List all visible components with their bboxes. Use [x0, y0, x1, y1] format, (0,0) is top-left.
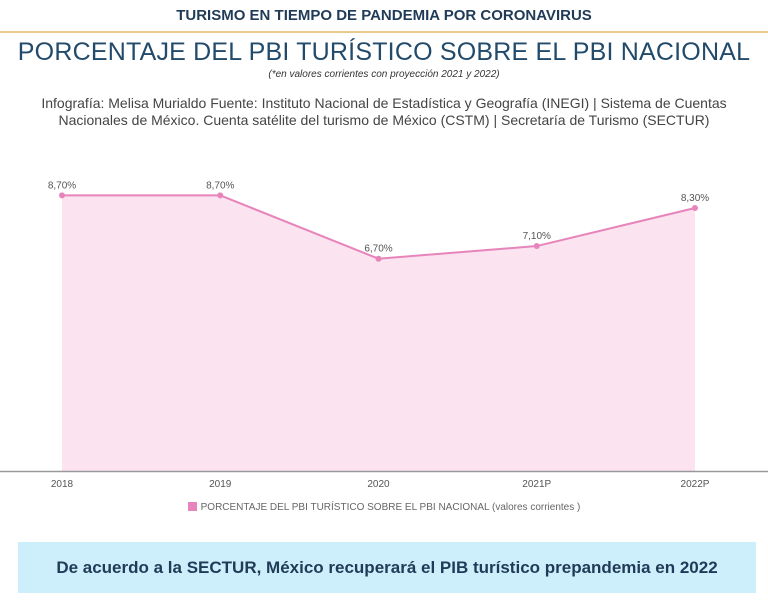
data-label: 8,30%: [681, 193, 709, 204]
data-label: 8,70%: [206, 180, 234, 191]
area-fill: [62, 195, 695, 472]
data-label: 7,10%: [523, 231, 551, 242]
x-tick-label: 2019: [209, 479, 232, 490]
chart-title: PORCENTAJE DEL PBI TURÍSTICO SOBRE EL PB…: [17, 38, 751, 66]
x-tick-label: 2018: [51, 479, 74, 490]
legend[interactable]: PORCENTAJE DEL PBI TURÍSTICO SOBRE EL PB…: [0, 501, 768, 513]
legend-label: PORCENTAJE DEL PBI TURÍSTICO SOBRE EL PB…: [200, 502, 581, 513]
data-point: [217, 192, 224, 199]
data-point: [533, 243, 540, 250]
chart-subtitle: (*en valores corrientes con proyección 2…: [268, 69, 500, 80]
data-point: [692, 205, 698, 212]
data-label: 8,70%: [48, 180, 76, 191]
credits-text: Infografía: Melisa Murialdo Fuente: Inst…: [41, 95, 727, 128]
banner-top: TURISMO EN TIEMPO DE PANDEMIA POR CORONA…: [0, 0, 768, 33]
data-point: [59, 192, 65, 199]
callout-banner: De acuerdo a la SECTUR, México recuperar…: [18, 542, 756, 593]
x-tick-label: 2020: [367, 479, 390, 490]
data-label: 6,70%: [364, 244, 392, 255]
data-point: [375, 255, 382, 262]
legend-swatch: [187, 501, 197, 511]
x-tick-label: 2022P: [681, 479, 710, 490]
x-tick-label: 2021P: [522, 479, 551, 490]
area-chart: 8,70% 8,70% 6,70% 7,10% 8,30% 2018 2019 2020 202…: [0, 180, 768, 490]
